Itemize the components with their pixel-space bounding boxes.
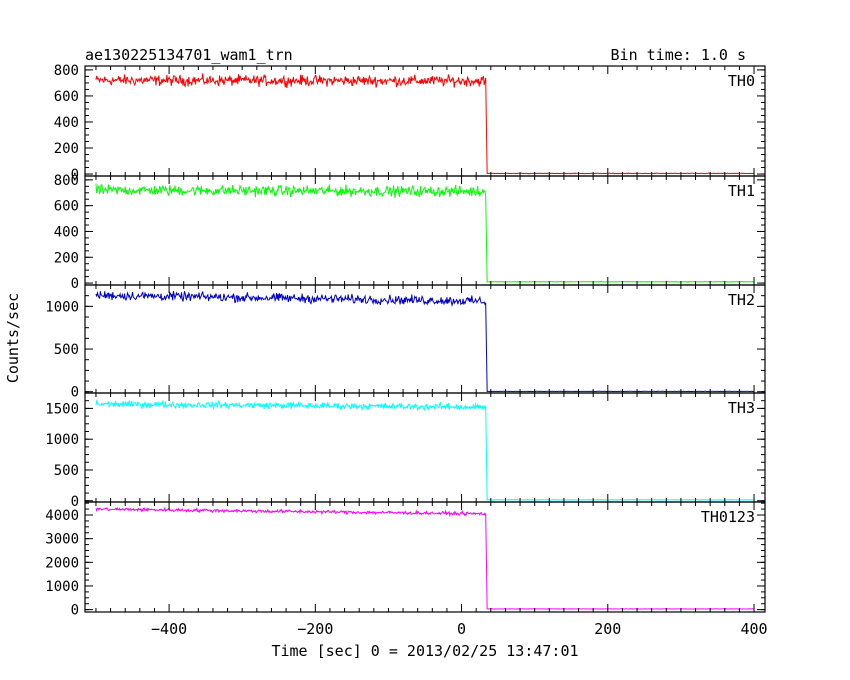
y-tick-label: 1500: [45, 401, 79, 417]
y-tick-label: 600: [54, 89, 79, 105]
panel-label: TH0: [728, 72, 755, 90]
series-line-th0123: [95, 506, 755, 610]
y-tick-label: 600: [54, 199, 79, 215]
y-tick-label: 200: [54, 250, 79, 266]
y-tick-label: 2000: [45, 555, 79, 571]
panel-label: TH0123: [701, 508, 755, 526]
panel-frame: [84, 501, 766, 613]
y-tick-label: 500: [54, 342, 79, 358]
y-tick-label: 500: [54, 463, 79, 479]
x-axis-label: Time [sec] 0 = 2013/02/25 13:47:01: [271, 642, 578, 660]
x-tick-label: −400: [151, 620, 187, 638]
y-tick-label: 0: [71, 276, 79, 292]
panel-label: TH1: [728, 182, 755, 200]
series-line-th2: [95, 290, 755, 393]
panel-label: TH3: [728, 399, 755, 417]
y-tick-label: 0: [71, 385, 79, 401]
y-tick-label: 1000: [45, 299, 79, 315]
series-line-th3: [95, 399, 755, 501]
panel-frame: [84, 392, 766, 503]
chart-title: ae130225134701_wam1_trn: [85, 46, 293, 64]
y-tick-label: 400: [54, 224, 79, 240]
y-tick-label: 0: [71, 603, 79, 619]
y-tick-label: 400: [54, 115, 79, 131]
panel-th1: 0 200 400 600 800 TH1: [54, 173, 766, 292]
y-tick-label: 800: [54, 63, 79, 79]
y-tick-label: 1000: [45, 579, 79, 595]
panel-th2: 0 500 1000 TH2: [45, 284, 766, 401]
panel-frame: [84, 65, 766, 177]
bin-time-label: Bin time: 1.0 s: [610, 46, 746, 64]
series-line-th1: [95, 183, 755, 283]
series-line-th0: [95, 73, 755, 175]
y-tick-label: 0: [71, 494, 79, 510]
x-tick-label: 400: [740, 620, 767, 638]
x-tick-label: 0: [457, 620, 466, 638]
y-tick-label: 200: [54, 141, 79, 157]
panels-layer: 0 200 400 600 800 TH0 0 200 400 600 800 TH1 0 500 1000…: [45, 63, 767, 638]
x-tick-label: 200: [594, 620, 621, 638]
y-tick-label: 0: [71, 167, 79, 183]
panel-label: TH2: [728, 291, 755, 309]
x-tick-label: −200: [297, 620, 333, 638]
y-tick-label: 4000: [45, 508, 79, 524]
y-tick-label: 3000: [45, 532, 79, 548]
panel-th3: 0 500 1000 1500 TH3: [45, 392, 766, 510]
y-tick-label: 1000: [45, 432, 79, 448]
panel-th0123: 0 1000 2000 3000 4000 TH0123: [45, 501, 766, 619]
y-axis-label: Counts/sec: [4, 293, 22, 383]
y-tick-label: 800: [54, 173, 79, 189]
panel-th0: 0 200 400 600 800 TH0: [54, 63, 766, 183]
